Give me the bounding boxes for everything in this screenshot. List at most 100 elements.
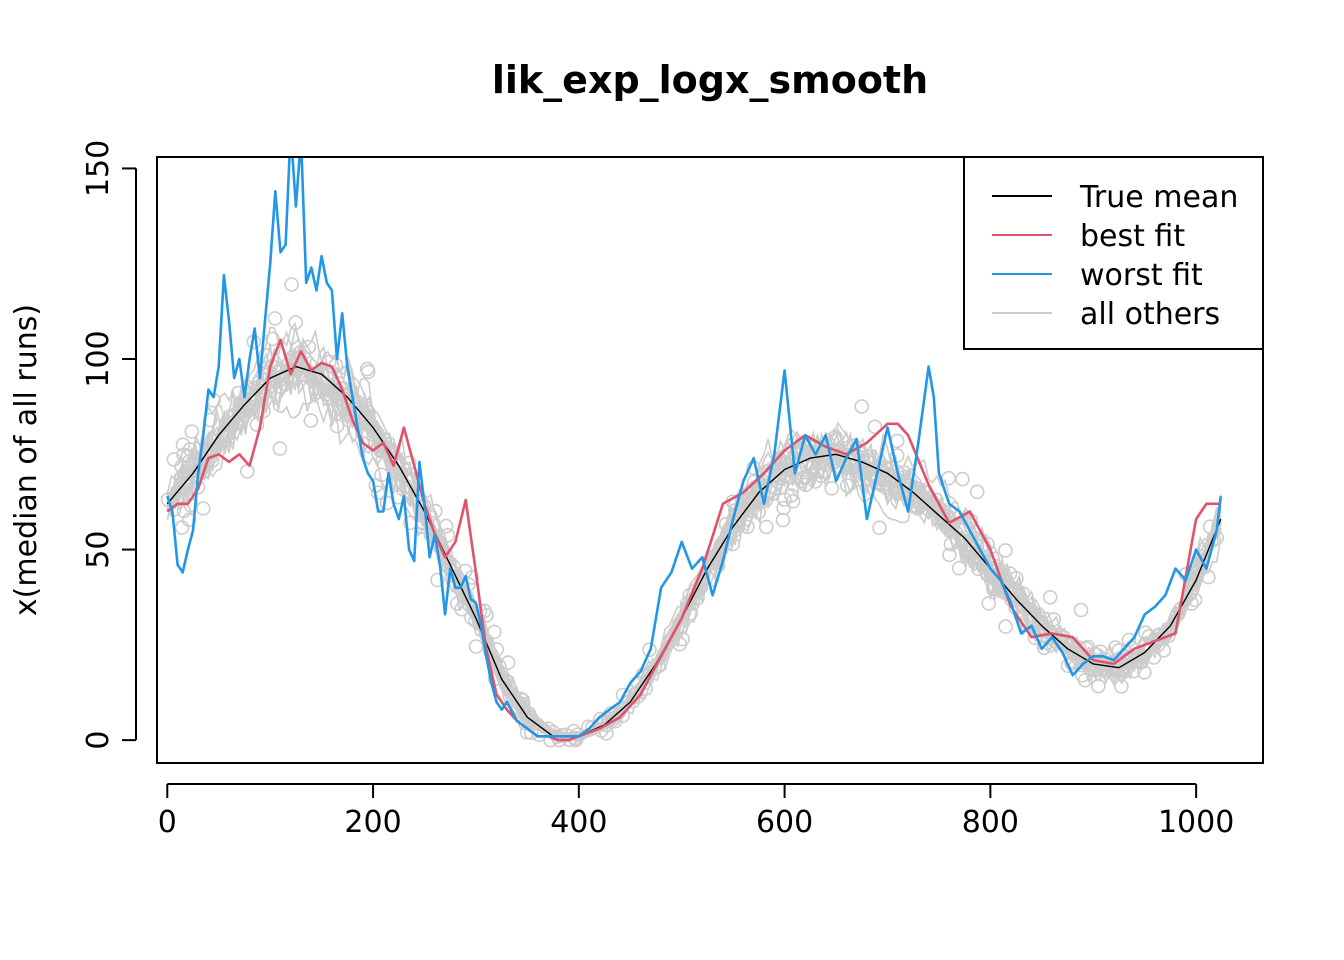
others-point xyxy=(797,470,812,486)
others-point xyxy=(672,636,688,652)
y-tick-label: 150 xyxy=(81,140,116,197)
others-point xyxy=(166,452,182,467)
others-point xyxy=(357,400,373,416)
others-point xyxy=(850,472,866,487)
others-point xyxy=(204,453,220,469)
others-point xyxy=(1108,640,1123,655)
worst-fit-line xyxy=(166,157,1223,738)
others-point xyxy=(854,399,870,414)
others-point xyxy=(401,455,417,471)
others-point xyxy=(642,642,657,658)
others-point xyxy=(454,601,469,617)
y-tick-label: 50 xyxy=(81,531,116,569)
legend-label: True mean xyxy=(1079,180,1238,215)
y-axis: 0 50 100 150 xyxy=(81,140,137,750)
legend: True mean best fit worst fit all others xyxy=(963,156,1264,350)
others-point xyxy=(1137,665,1152,680)
x-tick-label: 0 xyxy=(158,805,177,840)
others-point xyxy=(438,518,454,534)
others-point xyxy=(180,449,196,464)
others-point xyxy=(775,512,791,528)
chart-title: lik_exp_logx_smooth xyxy=(492,58,928,102)
others-point xyxy=(625,694,641,709)
others-point xyxy=(428,503,443,519)
others-point xyxy=(284,277,299,292)
others-series-line xyxy=(166,363,1222,738)
others-point xyxy=(498,672,514,688)
others-series-line xyxy=(166,364,1222,741)
others-point xyxy=(1187,592,1203,608)
others-point xyxy=(1138,625,1153,640)
others-point xyxy=(1075,667,1090,683)
others-point xyxy=(1111,642,1127,658)
x-tick-label: 600 xyxy=(756,805,813,840)
others-point xyxy=(1184,596,1199,611)
legend-box xyxy=(963,156,1264,350)
others-series-line xyxy=(166,380,1222,738)
others-point xyxy=(1121,632,1137,648)
plot-frame xyxy=(156,156,1264,764)
others-series-line xyxy=(166,352,1222,741)
others-point xyxy=(879,479,894,495)
others-point xyxy=(265,331,280,347)
others-point xyxy=(1146,650,1162,665)
others-series-line xyxy=(166,350,1222,738)
others-point xyxy=(487,624,502,640)
others-point xyxy=(273,379,289,395)
others-point xyxy=(969,484,985,500)
others-point xyxy=(705,554,721,570)
others-point xyxy=(258,347,273,363)
others-point xyxy=(181,512,197,528)
x-tick-label: 400 xyxy=(550,805,607,840)
others-point xyxy=(986,581,1001,597)
others-point xyxy=(824,480,840,496)
others-point xyxy=(521,706,537,722)
others-point xyxy=(1042,589,1058,605)
others-point xyxy=(1133,654,1149,670)
others-point xyxy=(1020,602,1036,617)
y-axis-label: x(median of all runs) xyxy=(9,304,44,616)
others-point xyxy=(861,449,876,465)
others-point xyxy=(1115,663,1131,678)
others-point xyxy=(826,450,842,466)
others-point xyxy=(174,520,190,535)
others-point xyxy=(629,689,645,705)
others-point xyxy=(798,477,813,493)
x-axis: 0 200 400 600 800 1000 xyxy=(158,783,1234,840)
others-point xyxy=(240,464,255,479)
others-point xyxy=(980,536,995,552)
others-point xyxy=(776,500,791,516)
others-point xyxy=(1046,612,1061,627)
others-series-line xyxy=(166,364,1222,739)
others-point xyxy=(981,596,997,611)
others-point xyxy=(777,492,792,507)
others-series-line xyxy=(167,343,1222,737)
others-point xyxy=(531,727,547,743)
others-point xyxy=(784,488,799,503)
others-point xyxy=(872,520,887,536)
others-point xyxy=(184,424,200,439)
others-point xyxy=(951,560,967,576)
others-point xyxy=(707,548,723,564)
others-point xyxy=(1060,658,1076,674)
others-point xyxy=(1161,628,1176,644)
legend-label: all others xyxy=(1080,297,1220,332)
others-point xyxy=(182,442,198,457)
others-series-line xyxy=(166,361,1222,741)
others-point xyxy=(196,501,211,516)
others-point xyxy=(303,413,319,428)
others-point xyxy=(1138,636,1153,652)
others-point xyxy=(928,492,944,508)
others-point xyxy=(500,655,516,670)
others-point xyxy=(1064,656,1079,671)
others-point xyxy=(941,470,957,486)
others-series-line xyxy=(166,349,1222,741)
others-point xyxy=(943,536,959,552)
others-point xyxy=(998,619,1013,634)
others-point xyxy=(464,610,479,626)
legend-label: worst fit xyxy=(1080,258,1203,293)
others-series-line xyxy=(166,344,1222,738)
others-point xyxy=(1192,562,1207,578)
others-point xyxy=(1071,640,1087,656)
